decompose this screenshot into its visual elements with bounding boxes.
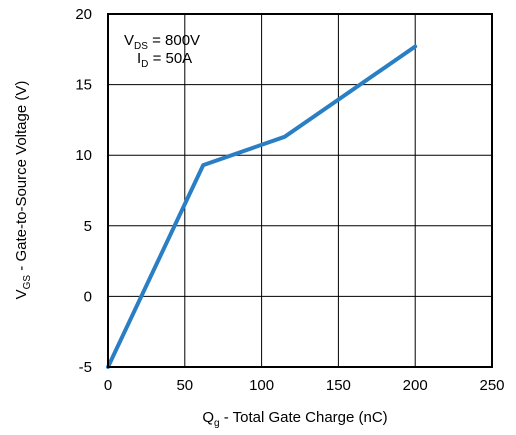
y-tick-label: 5	[84, 218, 92, 235]
x-tick-label: 150	[326, 377, 351, 394]
y-tick-label: 20	[75, 6, 92, 23]
y-tick-label: -5	[79, 359, 92, 376]
y-tick-labels: -5 0 5 10 15 20	[75, 6, 92, 376]
x-tick-label: 0	[104, 377, 112, 394]
x-tick-label: 100	[249, 377, 274, 394]
series-line	[106, 44, 418, 369]
y-tick-label: 0	[84, 288, 92, 305]
x-tick-labels: 0 50 100 150 200 250	[104, 377, 505, 394]
y-tick-label: 15	[75, 77, 92, 94]
annotation-vds: VDS = 800V	[124, 32, 200, 52]
y-axis-label: VGS - Gate-to-Source Voltage (V)	[13, 81, 33, 300]
x-axis-label: Qg - Total Gate Charge (nC)	[202, 409, 387, 429]
x-tick-label: 50	[176, 377, 193, 394]
x-tick-label: 250	[479, 377, 504, 394]
y-tick-label: 10	[75, 147, 92, 164]
annotation-id: ID = 50A	[137, 50, 192, 70]
plot-frame	[107, 13, 493, 368]
x-tick-label: 200	[403, 377, 428, 394]
